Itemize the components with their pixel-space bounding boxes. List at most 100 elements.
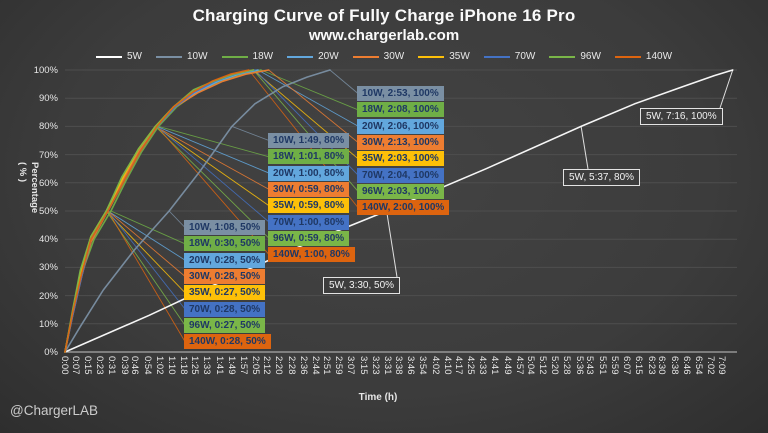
callout-70W-50: [107, 210, 186, 310]
curve-10W: [64, 69, 331, 353]
callout-5W-100: [719, 69, 734, 109]
x-tick-0:00: 0:00: [59, 356, 70, 375]
x-tick-1:41: 1:41: [213, 356, 225, 375]
callout-35W-50: [106, 210, 186, 294]
legend-item-30W: 30W: [352, 51, 405, 62]
milestone-box-20W-80: 20W, 1:00, 80%: [268, 165, 350, 181]
callout-18W-50: [110, 210, 186, 245]
legend-label-10W: 10W: [186, 51, 208, 62]
x-tick-2:05: 2:05: [250, 356, 262, 375]
milestone-box-70W-80: 70W, 1:00, 80%: [268, 214, 350, 230]
callout-140W-50: [107, 210, 186, 342]
x-tick-4:02: 4:02: [429, 356, 441, 375]
x-tick-5:20: 5:20: [549, 356, 561, 375]
milestone-box-30W-50: 30W, 0:28, 50%: [184, 268, 266, 284]
callout-70W-80: [156, 126, 270, 223]
legend-label-5W: 5W: [126, 51, 142, 62]
x-tick-6:07: 6:07: [621, 356, 633, 375]
legend-line-swatch-5W: [95, 55, 122, 58]
y-axis-title-line2: ( % ): [17, 162, 28, 183]
legend-item-96W: 96W: [549, 51, 601, 62]
legend-line-swatch-96W: [549, 55, 576, 58]
legend-item-18W: 18W: [221, 51, 273, 62]
x-tick-4:57: 4:57: [513, 356, 525, 375]
legend-label-30W: 30W: [383, 51, 405, 62]
y-axis-title: Percentage ( % ): [16, 162, 40, 213]
milestone-box-140W-50: 140W, 0:28, 50%: [184, 334, 271, 350]
y-tick-0%: 0%: [44, 347, 58, 358]
x-tick-1:49: 1:49: [225, 356, 237, 375]
legend-line-swatch-20W: [287, 55, 314, 58]
milestone-box-10W-80: 10W, 1:49, 80%: [268, 133, 350, 148]
callout-5W-80: [580, 126, 589, 170]
x-tick-0:23: 0:23: [94, 356, 106, 375]
callout-35W-80: [155, 126, 270, 207]
milestone-box-96W-100: 96W, 2:03, 100%: [357, 183, 444, 199]
x-tick-1:57: 1:57: [238, 356, 250, 375]
y-tick-10%: 10%: [38, 318, 58, 330]
legend-item-5W: 5W: [95, 51, 142, 62]
legend-label-140W: 140W: [645, 51, 673, 62]
x-tick-4:25: 4:25: [464, 356, 476, 375]
x-tick-5:43: 5:43: [584, 356, 596, 375]
legend-label-20W: 20W: [318, 51, 339, 62]
chart-title: Charging Curve of Fully Charge iPhone 16…: [192, 6, 576, 25]
callout-30W-50: [107, 210, 186, 277]
x-tick-2:12: 2:12: [261, 356, 273, 375]
y-tick-40%: 40%: [38, 234, 58, 246]
callout-10W-50: [168, 210, 186, 228]
y-tick-30%: 30%: [38, 262, 58, 274]
legend-item-20W: 20W: [287, 51, 339, 62]
x-tick-0:07: 0:07: [69, 356, 81, 375]
milestone-box-5W-100: 5W, 7:16, 100%: [640, 108, 723, 125]
milestone-box-18W-100: 18W, 2:08, 100%: [357, 102, 444, 118]
x-tick-6:30: 6:30: [656, 356, 668, 375]
callout-20W-80: [156, 125, 270, 174]
x-tick-5:28: 5:28: [561, 356, 573, 375]
milestone-box-70W-100: 70W, 2:04, 100%: [357, 167, 444, 183]
curve-140W: [64, 69, 250, 353]
x-tick-4:10: 4:10: [441, 356, 453, 375]
x-tick-4:49: 4:49: [501, 356, 513, 375]
milestone-box-18W-50: 18W, 0:30, 50%: [184, 236, 266, 252]
callout-18W-80: [158, 125, 270, 158]
x-tick-3:54: 3:54: [417, 356, 429, 375]
x-tick-7:02: 7:02: [705, 356, 717, 375]
x-tick-4:41: 4:41: [489, 356, 501, 375]
x-tick-5:12: 5:12: [536, 356, 548, 375]
milestone-box-70W-50: 70W, 0:28, 50%: [184, 301, 266, 317]
x-tick-2:28: 2:28: [285, 356, 297, 375]
y-tick-50%: 50%: [38, 206, 58, 217]
x-tick-3:38: 3:38: [392, 356, 404, 375]
legend-line-swatch-35W: [418, 55, 445, 58]
legend-item-10W: 10W: [155, 51, 208, 62]
x-tick-6:38: 6:38: [668, 356, 680, 375]
x-tick-0:15: 0:15: [81, 356, 93, 375]
milestone-box-5W-50: 5W, 3:30, 50%: [323, 277, 401, 294]
x-tick-2:20: 2:20: [273, 356, 285, 375]
y-tick-60%: 60%: [38, 177, 58, 189]
callout-30W-80: [155, 126, 270, 190]
x-tick-1:02: 1:02: [153, 356, 165, 375]
x-tick-6:46: 6:46: [680, 356, 692, 375]
y-tick-20%: 20%: [38, 290, 58, 302]
callout-10W-80: [231, 125, 270, 141]
x-tick-5:59: 5:59: [608, 356, 620, 375]
y-tick-80%: 80%: [38, 121, 58, 133]
x-tick-3:46: 3:46: [405, 356, 417, 375]
legend: 5W 10W 18W 20W 30W 35W 70W 96W 140W: [0, 51, 768, 62]
x-tick-1:18: 1:18: [178, 356, 190, 375]
milestone-box-96W-50: 96W, 0:27, 50%: [184, 317, 266, 333]
x-tick-0:46: 0:46: [129, 356, 141, 375]
x-tick-2:51: 2:51: [320, 356, 332, 375]
milestone-box-30W-100: 30W, 2:13, 100%: [357, 134, 444, 150]
y-tick-100%: 100%: [33, 65, 58, 76]
x-tick-5:04: 5:04: [524, 356, 536, 375]
x-tick-1:25: 1:25: [189, 356, 201, 375]
legend-item-35W: 35W: [418, 51, 470, 62]
milestone-box-140W-80: 140W, 1:00, 80%: [268, 247, 355, 263]
watermark: @ChargerLAB: [10, 403, 98, 418]
callout-20W-100: [257, 69, 359, 127]
callout-5W-50: [386, 210, 398, 278]
